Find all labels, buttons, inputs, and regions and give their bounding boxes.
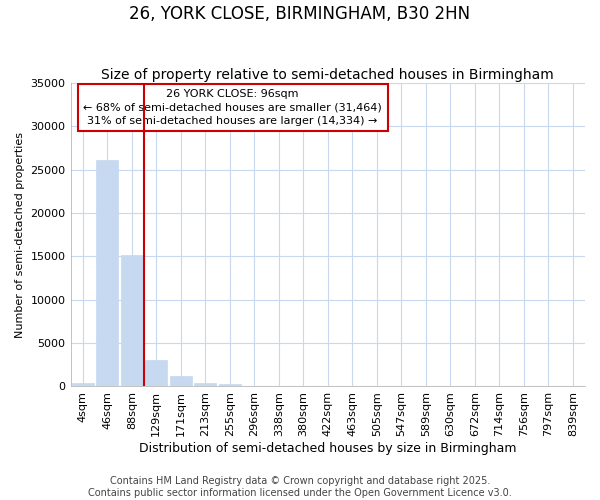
Bar <box>219 384 241 386</box>
X-axis label: Distribution of semi-detached houses by size in Birmingham: Distribution of semi-detached houses by … <box>139 442 517 455</box>
Bar <box>72 383 94 386</box>
Text: 26 YORK CLOSE: 96sqm
← 68% of semi-detached houses are smaller (31,464)
31% of s: 26 YORK CLOSE: 96sqm ← 68% of semi-detac… <box>83 89 382 126</box>
Text: 26, YORK CLOSE, BIRMINGHAM, B30 2HN: 26, YORK CLOSE, BIRMINGHAM, B30 2HN <box>130 5 470 23</box>
Bar <box>121 254 143 386</box>
Text: Contains HM Land Registry data © Crown copyright and database right 2025.
Contai: Contains HM Land Registry data © Crown c… <box>88 476 512 498</box>
Bar <box>170 376 192 386</box>
Title: Size of property relative to semi-detached houses in Birmingham: Size of property relative to semi-detach… <box>101 68 554 82</box>
Bar <box>194 382 217 386</box>
Y-axis label: Number of semi-detached properties: Number of semi-detached properties <box>15 132 25 338</box>
Bar <box>145 360 167 386</box>
Bar <box>96 160 118 386</box>
